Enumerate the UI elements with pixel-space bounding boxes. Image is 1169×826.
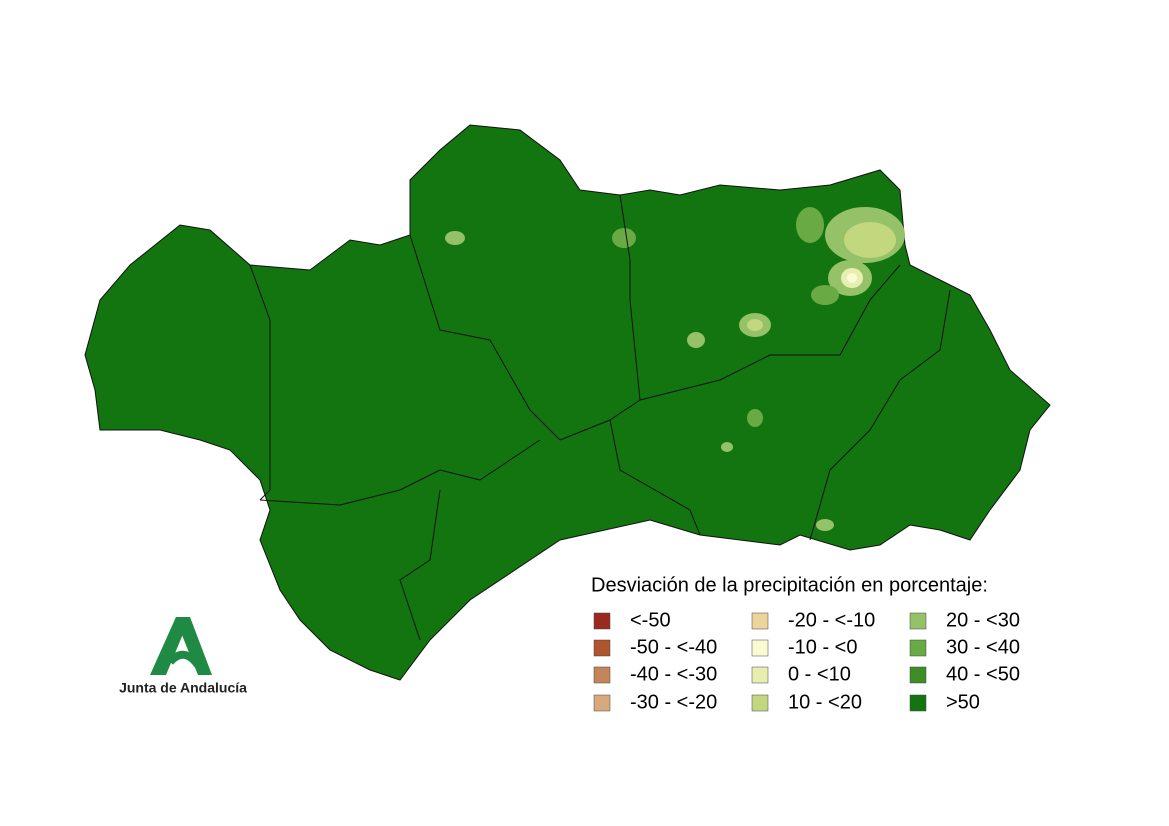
region-shape (84, 124, 1051, 681)
legend-swatch (909, 639, 927, 657)
map (84, 124, 1051, 681)
anomaly-areas (445, 207, 905, 531)
legend-swatch (593, 612, 611, 630)
legend-label: >50 (946, 691, 980, 713)
legend: Desviación de la precipitación en porcen… (591, 574, 1020, 713)
legend-label: -40 - <-30 (630, 663, 717, 685)
legend-swatch (751, 639, 769, 657)
logo: Junta de Andalucía (119, 617, 247, 696)
legend-swatch (593, 666, 611, 684)
legend-swatch (751, 694, 769, 712)
legend-label: -20 - <-10 (788, 609, 875, 631)
logo-mark (167, 650, 204, 671)
legend-label: 10 - <20 (788, 691, 862, 713)
legend-title: Desviación de la precipitación en porcen… (591, 574, 988, 596)
legend-swatch (909, 666, 927, 684)
legend-swatch (593, 639, 611, 657)
province-borders (249, 194, 951, 641)
legend-label: -10 - <0 (788, 636, 857, 658)
legend-label: 30 - <40 (946, 636, 1020, 658)
legend-label: 0 - <10 (788, 663, 851, 685)
legend-swatch (909, 694, 927, 712)
logo-text: Junta de Andalucía (119, 680, 247, 696)
legend-swatch (909, 612, 927, 630)
legend-swatch (751, 666, 769, 684)
legend-swatch (593, 694, 611, 712)
logo-mark (150, 617, 190, 675)
legend-label: 40 - <50 (946, 663, 1020, 685)
legend-label: 20 - <30 (946, 609, 1020, 631)
legend-swatch (751, 612, 769, 630)
logo-mark (180, 617, 212, 675)
legend-label: -50 - <-40 (630, 636, 717, 658)
legend-label: -30 - <-20 (630, 691, 717, 713)
legend-label: <-50 (630, 609, 671, 631)
